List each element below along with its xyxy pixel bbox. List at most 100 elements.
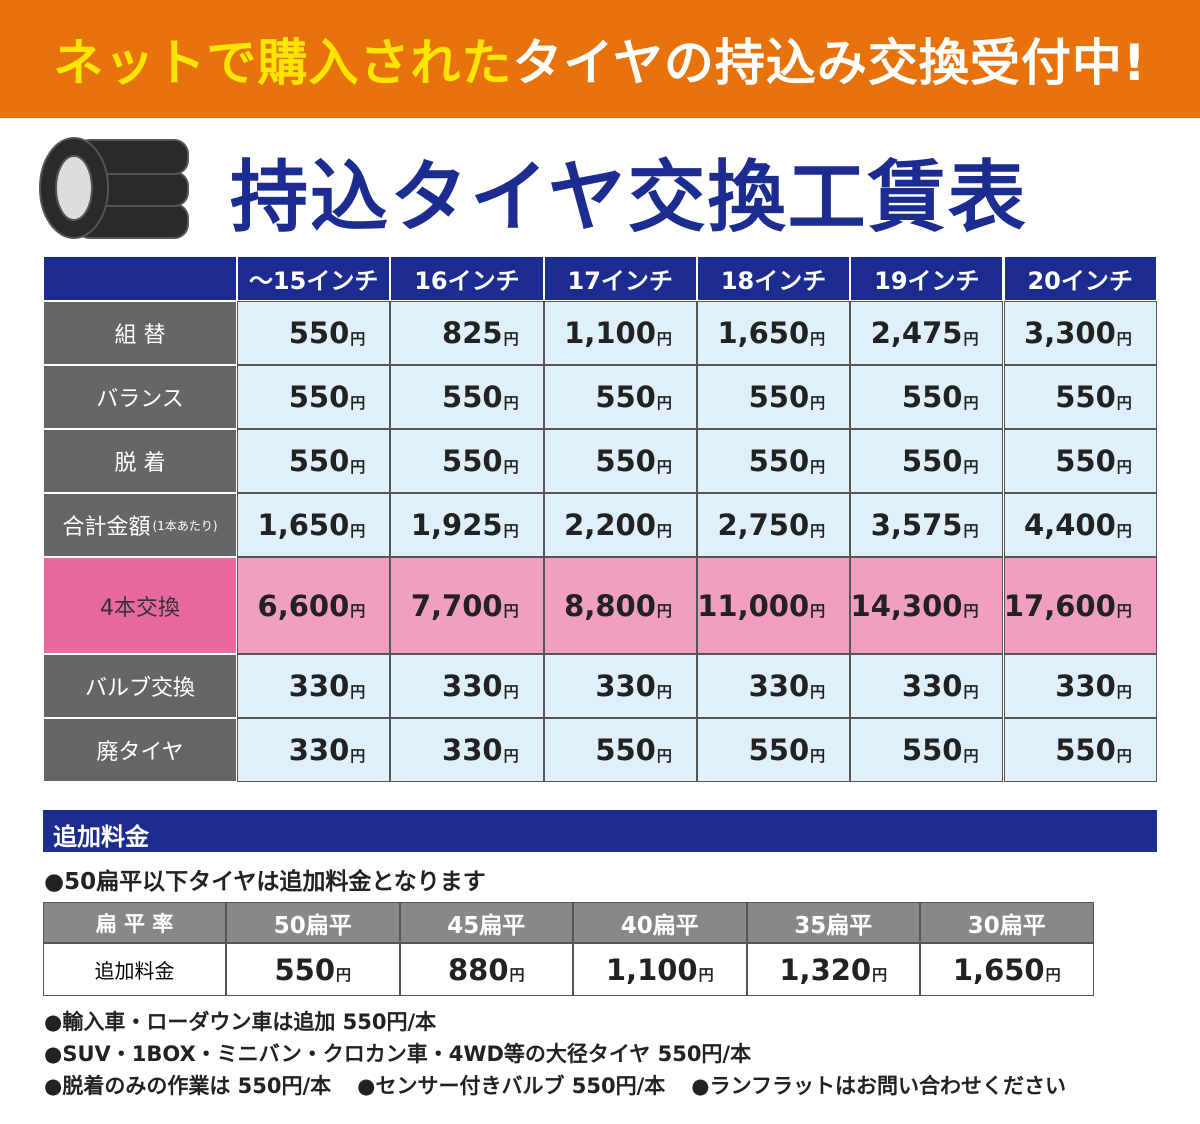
- column-label: 18インチ: [720, 267, 827, 295]
- unit: 円: [1116, 521, 1132, 540]
- price-cell: 330 円: [390, 718, 544, 782]
- amount: 550: [1055, 444, 1116, 478]
- extra-header: 扁 平 率: [43, 902, 226, 943]
- extra-column-label: 30扁平: [967, 912, 1046, 939]
- unit: 円: [350, 682, 366, 701]
- column-header: ～15インチ: [237, 256, 391, 301]
- amount: 1,925: [410, 508, 503, 542]
- unit: 円: [656, 746, 672, 765]
- extra-column-header: 30扁平: [920, 902, 1094, 943]
- footnote: ●輸入車・ローダウン車は追加 550円/本: [44, 1010, 437, 1034]
- price-cell: 2,200 円: [543, 493, 697, 557]
- unit: 円: [810, 521, 826, 540]
- unit: 円: [503, 682, 519, 701]
- price-cell: 550 円: [696, 718, 851, 782]
- price-cell: 550 円: [237, 365, 391, 429]
- price-cell: 2,750 円: [696, 493, 851, 557]
- unit: 円: [810, 393, 826, 412]
- unit: 円: [810, 602, 826, 620]
- unit: 円: [810, 329, 826, 348]
- amount: 1,100: [564, 316, 656, 350]
- amount: 550: [901, 444, 963, 478]
- unit: 円: [503, 746, 519, 765]
- column-label: 17インチ: [567, 267, 673, 295]
- row-label: 合計金額: [62, 515, 151, 540]
- column-label: 16インチ: [414, 267, 520, 295]
- price-cell: 550 円: [543, 429, 697, 493]
- amount: 550: [901, 733, 963, 767]
- unit: 円: [1116, 457, 1132, 476]
- footnote-line: ●脱着のみの作業は 550円/本 ●センサー付きバルブ 550円/本 ●ランフラット…: [44, 1070, 1066, 1100]
- extra-price-cell: 1,650 円: [920, 943, 1094, 996]
- extra-header-label: 扁 平 率: [95, 911, 174, 936]
- extra-column-header: 45扁平: [399, 902, 573, 943]
- row-header: 組 替: [43, 301, 237, 365]
- unit: 円: [810, 746, 826, 765]
- unit: 円: [1116, 329, 1132, 348]
- row-header: 廃タイヤ: [43, 718, 237, 782]
- unit: 円: [963, 682, 979, 701]
- amount: 550: [288, 444, 350, 478]
- amount: 550: [748, 444, 810, 478]
- amount: 550: [748, 380, 810, 414]
- unit: 円: [350, 329, 366, 348]
- row-label: バルブ交換: [84, 676, 195, 701]
- price-cell: 550 円: [1003, 365, 1157, 429]
- price-cell: 330 円: [237, 654, 391, 718]
- footnote: ●ランフラットはお問い合わせください: [691, 1074, 1066, 1098]
- unit: 円: [656, 682, 672, 701]
- amount: 14,300: [850, 588, 963, 623]
- price-cell: 550 円: [543, 365, 697, 429]
- extra-note: ●50扁平以下タイヤは追加料金となります: [44, 869, 486, 895]
- unit: 円: [350, 602, 366, 620]
- amount: 330: [901, 669, 963, 703]
- extra-row-header: 追加料金: [43, 943, 226, 996]
- amount: 330: [288, 733, 350, 767]
- row-header: 4本交換: [43, 557, 237, 654]
- price-cell: 330 円: [696, 654, 851, 718]
- footnote-line: ●SUV・1BOX・ミニバン・クロカン車・4WD等の大径タイヤ 550円/本: [44, 1038, 751, 1068]
- amount: 3,300: [1024, 316, 1116, 350]
- price-cell: 550 円: [237, 301, 391, 365]
- price-cell: 330 円: [390, 654, 544, 718]
- amount: 1,100: [605, 952, 698, 987]
- amount: 550: [901, 380, 963, 414]
- price-cell: 550 円: [696, 365, 851, 429]
- row-label: 4本交換: [100, 595, 180, 621]
- price-cell: 330 円: [1003, 654, 1157, 718]
- tire-icon: [39, 137, 189, 239]
- extra-price-cell: 880 円: [399, 943, 573, 996]
- amount: 6,600: [257, 588, 350, 623]
- extra-column-header: 40扁平: [573, 902, 747, 943]
- footnote: ●センサー付きバルブ 550円/本: [357, 1074, 666, 1098]
- amount: 1,650: [952, 952, 1045, 987]
- row-label: 組 替: [114, 323, 166, 348]
- price-cell: 550 円: [696, 429, 851, 493]
- unit: 円: [503, 602, 519, 620]
- price-cell: 3,575 円: [850, 493, 1004, 557]
- unit: 円: [963, 329, 979, 348]
- unit: 円: [350, 393, 366, 412]
- price-cell: 550 円: [237, 429, 391, 493]
- amount: 550: [288, 316, 350, 350]
- price-cell: 1,100 円: [543, 301, 697, 365]
- unit: 円: [963, 746, 979, 765]
- amount: 2,475: [870, 316, 963, 350]
- unit: 円: [963, 393, 979, 412]
- column-label: 19インチ: [874, 267, 980, 295]
- price-cell: 17,600 円: [1003, 557, 1157, 654]
- unit: 円: [810, 457, 826, 476]
- extra-price-cell: 550 円: [226, 943, 400, 996]
- amount: 550: [442, 444, 503, 478]
- amount: 550: [288, 380, 350, 414]
- amount: 550: [274, 952, 336, 987]
- amount: 550: [595, 733, 656, 767]
- row-header: 脱 着: [43, 429, 237, 493]
- amount: 4,400: [1024, 508, 1116, 542]
- column-header: 17インチ: [543, 256, 697, 301]
- banner-text-1: ネットで購入された: [53, 34, 513, 92]
- unit: 円: [656, 521, 672, 540]
- amount: 550: [1055, 733, 1116, 767]
- row-header: バルブ交換: [43, 654, 237, 718]
- row-note: (1本あたり): [152, 518, 218, 533]
